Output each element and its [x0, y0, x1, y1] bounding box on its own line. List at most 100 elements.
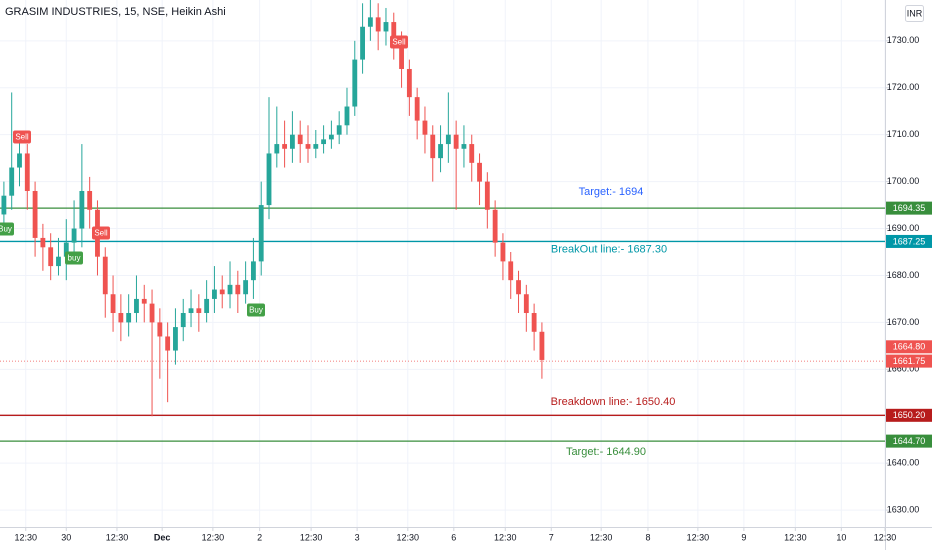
x-tick-label: 2	[257, 532, 262, 542]
level-price-box	[886, 201, 932, 215]
signal-tag	[390, 35, 408, 49]
y-tick-label: 1660.00	[887, 364, 920, 374]
candle-body	[149, 303, 155, 323]
candle-body	[414, 97, 420, 121]
signal-label: Sell	[94, 229, 108, 238]
candle-body	[1, 195, 7, 215]
candle-body	[102, 256, 108, 295]
candle-body	[484, 181, 490, 210]
candle-body	[344, 106, 350, 126]
y-tick-label: 1730.00	[887, 35, 920, 45]
candle-body	[523, 294, 529, 314]
candle-body	[243, 280, 249, 295]
level-price-label: 1694.35	[893, 203, 926, 213]
signal-tag	[0, 222, 14, 236]
candle-body	[165, 336, 171, 351]
level-price-label: 1687.25	[893, 236, 926, 246]
signal-tag	[92, 226, 110, 240]
y-tick-label: 1680.00	[887, 270, 920, 280]
signal-tag	[247, 303, 265, 317]
y-tick-label: 1700.00	[887, 176, 920, 186]
candle-body	[9, 167, 15, 196]
x-tick-label: 12:30	[202, 532, 225, 542]
candle-body	[204, 298, 210, 314]
price-label: 1664.80	[893, 342, 926, 352]
x-tick-label: 9	[741, 532, 746, 542]
axes: 1630.001640.001650.001660.001670.001680.…	[14, 35, 932, 542]
candle-body	[266, 153, 272, 206]
annotation: BreakOut line:- 1687.30	[551, 243, 667, 255]
candle-body	[360, 26, 365, 60]
candle-body	[438, 144, 443, 159]
grid	[0, 0, 885, 527]
candle-body	[63, 242, 69, 257]
signal-label: Sell	[392, 38, 406, 47]
level-price-label: 1644.70	[893, 436, 926, 446]
x-tick-label: 10	[836, 532, 846, 542]
y-tick-label: 1690.00	[887, 223, 920, 233]
candle-body	[188, 308, 194, 314]
candle-body	[539, 331, 545, 360]
candle-body	[500, 242, 506, 262]
candle-body	[492, 209, 498, 243]
x-tick-label: 8	[645, 532, 650, 542]
price-label: 1661.75	[893, 356, 926, 366]
candle-body	[235, 284, 241, 295]
candle-body	[453, 134, 459, 149]
candle-body	[399, 40, 404, 69]
candle-body	[141, 298, 147, 304]
y-tick-label: 1710.00	[887, 129, 920, 139]
candle-body	[313, 144, 319, 149]
level-price-label: 1650.20	[893, 410, 926, 420]
x-tick-label: 12:30	[397, 532, 420, 542]
chart-title: GRASIM INDUSTRIES, 15, NSE, Heikin Ashi	[5, 6, 226, 18]
candle-body	[383, 22, 389, 32]
price-box	[886, 340, 932, 354]
y-tick-label: 1720.00	[887, 82, 920, 92]
x-tick-label: Dec	[154, 532, 171, 542]
candle-body	[430, 134, 436, 159]
y-tick-label: 1630.00	[887, 504, 920, 514]
candle-body	[367, 17, 373, 27]
candle-body	[531, 313, 537, 332]
candle-body	[87, 190, 93, 210]
candle-body	[79, 190, 85, 229]
annotation: Target:- 1694	[579, 186, 644, 198]
currency-box[interactable]	[905, 5, 924, 22]
candle-body	[406, 68, 412, 98]
candle-body	[336, 125, 342, 135]
x-tick-label: 12:30	[14, 532, 37, 542]
currency[interactable]: INR	[907, 8, 923, 18]
y-tick-label: 1670.00	[887, 317, 920, 327]
y-tick-label: 1640.00	[887, 458, 920, 468]
overlay: Target:- 1694 BreakOut line:- 1687.30 Brea…	[0, 35, 885, 458]
signal-label: Buy	[0, 225, 12, 234]
candle-body	[469, 144, 475, 163]
level-price-box	[886, 408, 932, 422]
candle-body	[297, 134, 303, 145]
candle-body	[227, 284, 233, 295]
signal-tag	[65, 251, 83, 265]
x-tick-label: 7	[549, 532, 554, 542]
annotation: Target:- 1644.90	[566, 446, 646, 458]
candle-body	[477, 162, 482, 182]
annotation: Breakdown line:- 1650.40	[551, 396, 676, 408]
signal-label: Sell	[15, 133, 29, 142]
x-tick-label: 12:30	[687, 532, 710, 542]
x-tick-label: 12:30	[300, 532, 323, 542]
candle-body	[422, 120, 428, 135]
candle-body	[289, 134, 295, 149]
candle-body	[250, 261, 256, 281]
candle-body	[126, 313, 132, 323]
candle-body	[445, 134, 451, 145]
candle-body	[352, 59, 358, 107]
candle-body	[328, 134, 334, 140]
candle-body	[173, 327, 178, 351]
candle-body	[305, 144, 311, 149]
signal-label: buy	[68, 254, 81, 263]
candle-body	[391, 22, 397, 41]
candle-body	[375, 17, 381, 32]
candle-body	[118, 313, 124, 323]
candle-body	[48, 247, 54, 267]
